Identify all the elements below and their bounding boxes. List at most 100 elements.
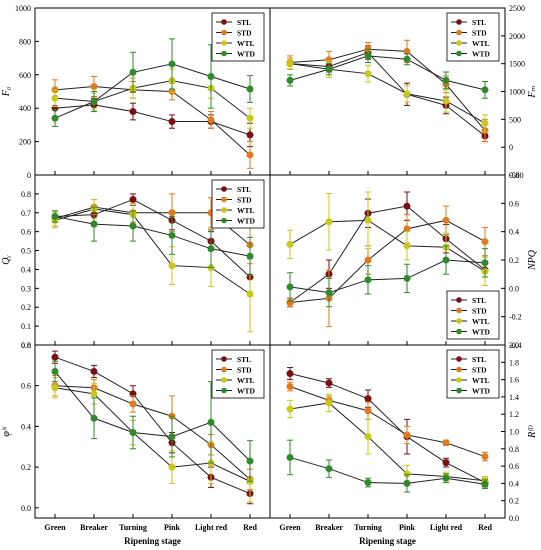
y-tick-label: 1.2	[509, 410, 519, 419]
y-tick-label: 0.0	[21, 504, 31, 513]
x-tick-label: Red	[478, 523, 492, 532]
data-point	[481, 119, 489, 127]
series-wtd	[286, 48, 489, 99]
data-point	[168, 209, 176, 217]
data-point	[168, 118, 176, 126]
data-point	[286, 405, 294, 413]
y-tick-label: 0.6	[21, 382, 31, 391]
legend-marker	[221, 40, 227, 46]
legend-marker	[221, 29, 227, 36]
series-line	[289, 373, 486, 483]
data-point	[403, 274, 411, 282]
legend-label: STD	[237, 196, 252, 205]
legend-label: STD	[472, 307, 487, 316]
series-wtd	[286, 439, 489, 493]
y-tick-label: 0.8	[509, 445, 519, 454]
x-tick-label: Green	[279, 523, 301, 532]
data-point	[207, 418, 215, 426]
series-wtd	[51, 360, 254, 482]
series-line	[54, 85, 251, 156]
data-point	[481, 480, 489, 488]
y-tick-label: 0.0	[509, 514, 519, 523]
x-tick-label: Turning	[354, 523, 382, 532]
y-tick-label: 0.6	[509, 462, 519, 471]
data-point	[442, 76, 450, 84]
y-axis-label: Qᵧ	[1, 255, 12, 265]
data-point	[325, 218, 333, 226]
series-stl	[286, 191, 489, 308]
y-axis-label: Rᶠᴰ	[527, 425, 538, 439]
y-tick-label: 0.1	[21, 322, 31, 331]
y-tick-label: 1.0	[509, 428, 519, 437]
series-line	[54, 356, 251, 495]
legend-marker	[456, 19, 462, 25]
data-point	[364, 433, 372, 441]
series-line	[289, 386, 486, 458]
series-line	[289, 456, 486, 485]
data-point	[442, 256, 450, 264]
y-tick-label: 0.5	[21, 247, 31, 256]
legend-marker	[456, 328, 462, 335]
legend-marker	[221, 387, 227, 394]
data-point	[90, 220, 98, 228]
data-point	[90, 98, 98, 106]
y-axis-label: φᴺ	[1, 426, 12, 437]
legend-label: WTD	[237, 50, 256, 59]
series-wtd	[286, 245, 489, 308]
legend-label: WTD	[237, 387, 256, 396]
x-axis-label: Ripening stage	[124, 536, 181, 546]
series-line	[289, 219, 486, 272]
series-wtl	[51, 68, 254, 129]
y-tick-label: 0.2	[21, 463, 31, 472]
legend-label: WTD	[472, 387, 491, 396]
x-tick-label: Light red	[430, 523, 463, 532]
x-tick-label: Breaker	[315, 523, 343, 532]
legend-label: STL	[237, 355, 251, 364]
series-line	[289, 402, 486, 482]
series-line	[54, 371, 251, 462]
legend-label: STL	[472, 355, 486, 364]
legend-label: WTL	[237, 206, 255, 215]
legend-box	[211, 12, 265, 62]
legend-label: WTD	[472, 50, 491, 59]
data-point	[286, 76, 294, 84]
y-axis-label: Fₘ	[527, 85, 538, 98]
data-point	[51, 94, 59, 102]
data-point	[246, 85, 254, 93]
series-line	[289, 48, 486, 131]
legend-marker	[221, 196, 227, 203]
data-point	[168, 231, 176, 239]
data-point	[364, 276, 372, 284]
y-tick-label: -0.2	[509, 313, 522, 322]
legend-label: STL	[237, 18, 251, 27]
data-point	[286, 283, 294, 291]
x-tick-label: Breaker	[80, 523, 108, 532]
y-axis-label: F₀	[1, 86, 12, 97]
legend-marker	[221, 377, 227, 383]
data-point	[442, 439, 450, 447]
y-tick-label: 1.8	[509, 358, 519, 367]
legend-label: WTL	[472, 376, 490, 385]
series-line	[54, 63, 251, 119]
y-tick-label: 0.2	[509, 256, 519, 265]
legend-marker	[456, 40, 462, 46]
data-point	[207, 72, 215, 80]
data-point	[403, 431, 411, 439]
data-point	[481, 259, 489, 267]
data-point	[364, 52, 372, 60]
panel-5: 0.0 0.2 0.4 0.6 0.8 φᴺ Green Breaker Turning Pink…	[1, 341, 271, 546]
y-tick-label: 800	[19, 37, 31, 46]
series-wtd	[51, 206, 254, 276]
data-point	[168, 433, 176, 441]
series-wtl	[286, 191, 489, 286]
legend-label: WTL	[472, 317, 490, 326]
y-tick-label: 1.4	[509, 393, 519, 402]
y-tick-label: 1000	[509, 88, 525, 97]
legend-marker	[456, 50, 462, 57]
x-tick-label: Pink	[399, 523, 416, 532]
y-tick-label: 0	[509, 143, 513, 152]
data-point	[442, 216, 450, 224]
y-tick-label: 0.8	[21, 341, 31, 350]
